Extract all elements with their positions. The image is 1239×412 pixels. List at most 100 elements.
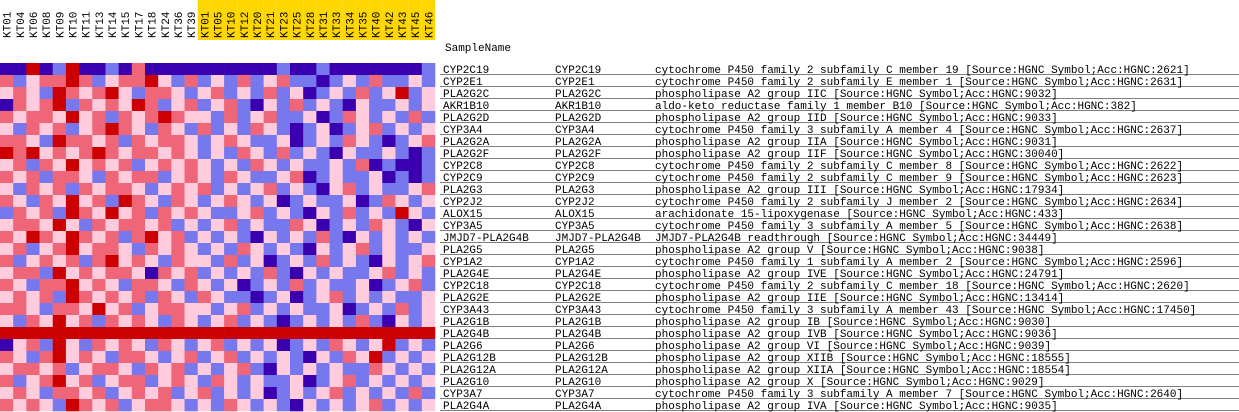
heatmap-cell (316, 351, 330, 364)
heatmap-cell (276, 171, 291, 184)
heatmap-cell (355, 303, 370, 316)
heatmap-cell (303, 99, 317, 112)
heatmap-cell (250, 291, 264, 304)
heatmap-cell (210, 243, 225, 256)
heatmap-cell (39, 195, 54, 208)
heatmap-cell (26, 159, 40, 172)
heatmap-cell (92, 315, 106, 328)
heatmap-cell (118, 159, 133, 172)
heatmap-cell (158, 183, 172, 196)
heatmap-cell (250, 303, 264, 316)
heatmap-cell (197, 147, 212, 160)
heatmap-cell (210, 147, 225, 160)
heatmap-cell (105, 399, 119, 412)
heatmap-cell (210, 195, 225, 208)
heatmap-cell (79, 279, 93, 292)
heatmap-cell (145, 63, 159, 76)
heatmap-cell (158, 231, 172, 244)
heatmap-cell (145, 147, 159, 160)
heatmap-cell (316, 123, 330, 136)
heatmap-cell (342, 219, 357, 232)
column-highlight (395, 0, 409, 40)
heatmap-cell (290, 111, 304, 124)
heatmap-cell (210, 315, 225, 328)
heatmap-cell (65, 291, 80, 304)
heatmap-cell (263, 63, 278, 76)
heatmap-cell (118, 363, 133, 376)
heatmap-cell (355, 135, 370, 148)
heatmap-cell (26, 363, 40, 376)
heatmap-cell (131, 327, 146, 340)
heatmap-cell (408, 267, 423, 280)
heatmap-cell (355, 207, 370, 220)
heatmap-cell (316, 363, 330, 376)
heatmap-cell (131, 159, 146, 172)
heatmap-cell (303, 219, 317, 232)
heatmap-cell (355, 219, 370, 232)
heatmap-cell (13, 219, 27, 232)
heatmap-cell (26, 219, 40, 232)
heatmap-cell (79, 351, 93, 364)
heatmap-cell (382, 267, 396, 280)
heatmap-cell (52, 159, 67, 172)
heatmap-cell (39, 255, 54, 268)
heatmap-cell (224, 135, 238, 148)
heatmap-cell (145, 99, 159, 112)
column-highlight (342, 0, 356, 40)
column-label: KT04 (16, 11, 28, 38)
heatmap-cell (65, 183, 80, 196)
column-label: KT40 (372, 12, 384, 38)
heatmap-cell (237, 183, 251, 196)
heatmap-cell (355, 351, 370, 364)
heatmap-cell (118, 147, 133, 160)
heatmap-cell (290, 135, 304, 148)
row-description: cytochrome P450 family 3 subfamily A mem… (655, 305, 1196, 317)
row-description: phospholipase A2 group III [Source:HGNC … (655, 185, 1064, 197)
heatmap-cell (290, 267, 304, 280)
heatmap-cell (118, 87, 133, 100)
heatmap-cell (263, 315, 278, 328)
heatmap-cell (158, 123, 172, 136)
heatmap-cell (92, 219, 106, 232)
heatmap-cell (224, 231, 238, 244)
heatmap-cell (250, 219, 264, 232)
column-label: KT10 (69, 12, 81, 38)
heatmap-cell (92, 231, 106, 244)
heatmap-cell (224, 183, 238, 196)
heatmap-cell (118, 327, 133, 340)
row-description: phospholipase A2 group IVA [Source:HGNC … (655, 401, 1058, 412)
heatmap-cell (158, 375, 172, 388)
heatmap-cell (210, 63, 225, 76)
column-label: KT01 (3, 11, 15, 38)
heatmap-cell (210, 159, 225, 172)
heatmap-cell (421, 291, 436, 304)
heatmap-cell (131, 255, 146, 268)
heatmap-cell (237, 231, 251, 244)
column-label: KT14 (108, 11, 120, 38)
heatmap-cell (26, 99, 40, 112)
heatmap-cell (158, 315, 172, 328)
heatmap-cell (250, 363, 264, 376)
heatmap-cell (105, 375, 119, 388)
heatmap-cell (184, 291, 199, 304)
heatmap-cell (92, 207, 106, 220)
heatmap-cell (421, 243, 436, 256)
row-description: aldo-keto reductase family 1 member B10 … (655, 101, 1137, 113)
heatmap-cell (395, 255, 409, 268)
heatmap-cell (118, 291, 133, 304)
heatmap-cell (184, 267, 199, 280)
heatmap-cell (184, 183, 199, 196)
heatmap-cell (65, 339, 80, 352)
heatmap-cell (0, 279, 14, 292)
heatmap-cell (382, 135, 396, 148)
row-symbol: PLA2G3 (555, 185, 595, 197)
heatmap-cell (395, 63, 409, 76)
heatmap-cell (79, 339, 93, 352)
heatmap-cell (224, 75, 238, 88)
heatmap-cell (303, 183, 317, 196)
heatmap-cell (171, 219, 185, 232)
row-symbol: PLA2G4B (555, 329, 602, 341)
heatmap-cell (131, 243, 146, 256)
heatmap-cell (0, 231, 14, 244)
column-label: KT35 (359, 12, 371, 38)
